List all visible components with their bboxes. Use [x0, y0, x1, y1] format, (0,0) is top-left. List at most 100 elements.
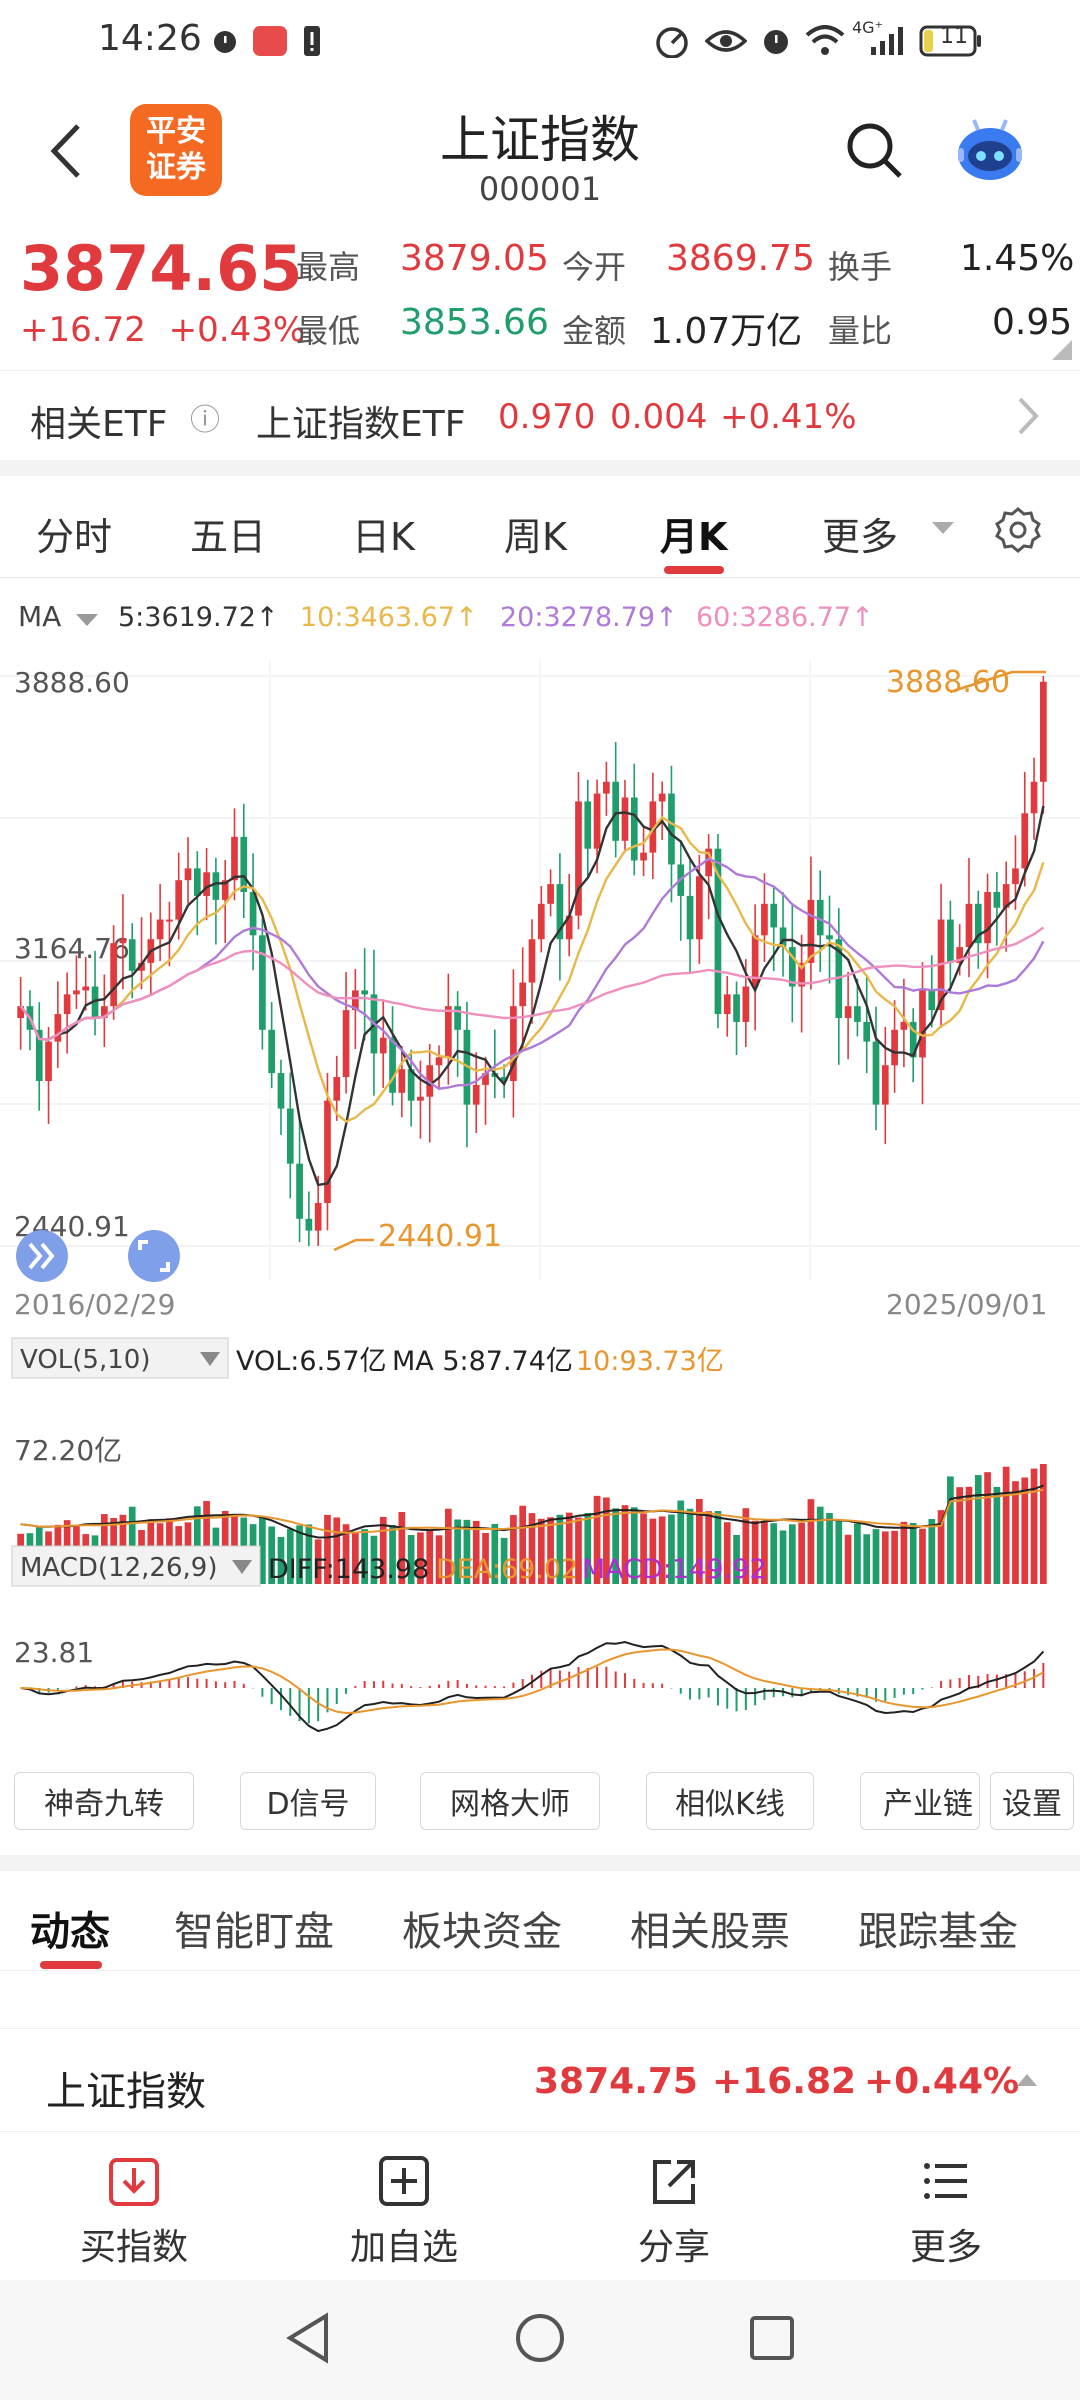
tool-similar-k[interactable]: 相似K线: [646, 1772, 814, 1830]
section-divider: [0, 460, 1080, 476]
tab-sector-funds[interactable]: 板块资金: [402, 1909, 562, 1955]
tool-grid-master[interactable]: 网格大师: [420, 1772, 600, 1830]
tab-daily-k[interactable]: 日K: [352, 515, 415, 559]
volume-bar-40: [389, 1525, 396, 1584]
tool-d-signal[interactable]: D信号: [240, 1772, 376, 1830]
candle-body-93: [881, 1065, 889, 1105]
volume-bar-92: [872, 1529, 880, 1584]
candle-body-102: [965, 903, 973, 948]
tool-settings[interactable]: 设置: [990, 1772, 1074, 1830]
buy-index-button[interactable]: 买指数: [44, 2154, 224, 2270]
volume-bar-46: [444, 1508, 452, 1584]
ai-assistant-button[interactable]: [950, 110, 1030, 190]
candle-body-87: [826, 935, 833, 940]
nav-home-icon[interactable]: [512, 2310, 568, 2366]
back-button[interactable]: [40, 116, 96, 196]
candle-body-18: [184, 868, 192, 881]
volume-bar-83: [788, 1524, 796, 1584]
candle-body-2: [35, 1029, 43, 1081]
nav-recents-icon[interactable]: [746, 2312, 798, 2364]
tab-dynamics[interactable]: 动态: [30, 1909, 110, 1955]
tool-industry-chain[interactable]: 产业链: [860, 1772, 980, 1830]
candle-body-33: [324, 1100, 331, 1204]
volume-bar-88: [835, 1520, 843, 1584]
candle-body-89: [844, 1006, 852, 1018]
candle-body-54: [519, 982, 527, 1007]
high-marker-label: 3888.60: [886, 665, 1010, 700]
candle-body-94: [891, 1029, 898, 1066]
tab-smart-watch[interactable]: 智能盯盘: [174, 1909, 334, 1955]
nav-back-icon[interactable]: [282, 2310, 334, 2366]
date-end: 2025/09/01: [886, 1288, 1047, 1321]
volume-bar-44: [426, 1531, 434, 1584]
etf-name: 上证指数ETF: [256, 404, 466, 445]
candle-body-80: [761, 903, 768, 936]
candle-body-109: [1030, 781, 1038, 814]
open-label: 今开: [562, 248, 627, 286]
caret-up-icon: [1017, 2074, 1037, 2086]
app-logo: 平安 证券: [130, 104, 222, 196]
candle-body-75: [714, 848, 722, 1015]
tool-nine-turn[interactable]: 神奇九转: [14, 1772, 194, 1830]
tab-tracking-funds[interactable]: 跟踪基金: [858, 1909, 1018, 1955]
tab-related-stocks[interactable]: 相关股票: [630, 1909, 790, 1955]
volume-ma5-line: [20, 1484, 1044, 1539]
tab-weekly-k[interactable]: 周K: [504, 515, 567, 559]
buy-index-label: 买指数: [79, 2227, 188, 2268]
footer-quote-bar[interactable]: 上证指数 3874.75 +16.82 +0.44%: [0, 2028, 1080, 2132]
candle-body-49: [472, 1084, 480, 1105]
candle-body-29: [286, 1108, 294, 1164]
expand-corner-icon[interactable]: [1052, 340, 1072, 360]
low-value: 3853.66: [400, 302, 549, 343]
volume-bar-64: [612, 1508, 620, 1584]
candle-body-69: [658, 793, 666, 802]
alarm-icon: [208, 22, 242, 60]
more-button[interactable]: 更多: [856, 2154, 1036, 2270]
candle-body-8: [91, 986, 99, 1018]
volume-bar-79: [751, 1520, 759, 1584]
etf-price: 0.970: [498, 397, 596, 437]
gear-icon[interactable]: [994, 506, 1042, 554]
alarm-icon-2: [758, 22, 794, 60]
macd-indicator-box[interactable]: [11, 1545, 261, 1587]
add-watchlist-button[interactable]: 加自选: [314, 2154, 494, 2270]
search-icon: [847, 123, 902, 178]
volume-bar-95: [900, 1521, 908, 1584]
ma20-label: 20:3278.79↑: [500, 602, 678, 633]
volume-bar-109: [1030, 1468, 1038, 1584]
volume-bar-71: [677, 1500, 685, 1584]
volume-bar-81: [770, 1523, 778, 1584]
candle-body-26: [259, 935, 266, 1030]
bottom-action-bar: 买指数 加自选 分享 更多: [0, 2134, 1080, 2280]
related-etf-row[interactable]: 相关ETF ⓘ 上证指数ETF 0.970 0.004 +0.41%: [0, 370, 1080, 460]
logo-text-1: 平安: [146, 114, 206, 149]
candle-body-40: [389, 1037, 396, 1093]
candle-body-9: [100, 1006, 108, 1018]
kline-chart[interactable]: MA 5:3619.72↑ 10:3463.67↑ 20:3278.79↑ 60…: [0, 580, 1080, 1750]
candle-body-82: [779, 927, 787, 948]
candle-body-17: [175, 880, 183, 920]
candle-body-19: [193, 868, 201, 896]
candle-body-28: [277, 1073, 285, 1109]
vol-indicator-box[interactable]: [11, 1337, 229, 1379]
candle-body-103: [974, 903, 982, 944]
tab-monthly-k[interactable]: 月K: [660, 515, 728, 559]
expand-left-button[interactable]: [16, 1230, 68, 1282]
share-button[interactable]: 分享: [584, 2154, 764, 2270]
info-icon[interactable]: ⓘ: [190, 403, 220, 438]
search-button[interactable]: [842, 118, 906, 182]
tab-intraday[interactable]: 分时: [36, 515, 113, 559]
ma-caret-icon[interactable]: [76, 614, 98, 626]
current-price: 3874.65: [20, 232, 303, 305]
candle-body-84: [798, 962, 805, 987]
fullscreen-button[interactable]: [128, 1230, 180, 1282]
volume-bar-12: [128, 1506, 136, 1584]
high-value: 3879.05: [400, 238, 549, 279]
battery-icon: [918, 22, 984, 60]
tab-more[interactable]: 更多: [822, 515, 899, 559]
candle-body-41: [398, 1069, 406, 1093]
candle-body-30: [296, 1163, 303, 1219]
volume-bar-33: [324, 1514, 331, 1584]
tab-five-day[interactable]: 五日: [190, 515, 267, 559]
ma10-label: 10:3463.67↑: [300, 602, 478, 633]
